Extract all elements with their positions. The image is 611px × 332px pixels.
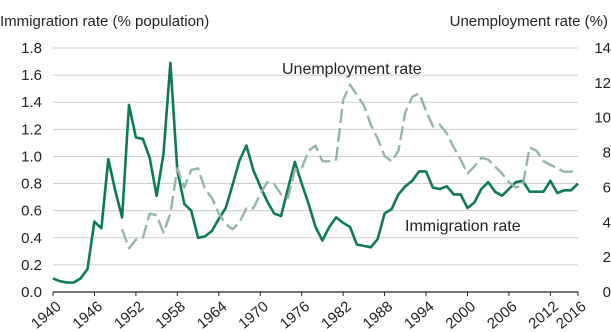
x-tick-label: 1976 xyxy=(277,298,313,332)
x-tick-label: 1952 xyxy=(111,298,147,332)
x-tick-label: 1982 xyxy=(318,298,354,332)
left-axis-ticks: 0.0 0.2 0.4 0.6 0.8 1.0 1.2 1.4 1.6 1.8 xyxy=(21,40,42,301)
left-tick-label: 1.2 xyxy=(21,121,42,138)
x-tick-label: 1946 xyxy=(70,298,106,332)
left-tick-label: 1.0 xyxy=(21,148,42,165)
unemployment-rate-annotation: Unemployment rate xyxy=(282,61,422,78)
x-axis-ticks: 1940 1946 1952 1958 1964 1970 1976 1982 1988 1994… xyxy=(28,292,590,332)
left-tick-label: 1.4 xyxy=(21,94,42,111)
left-tick-label: 1.8 xyxy=(21,40,42,57)
x-tick-label: 2006 xyxy=(484,298,520,332)
x-tick-label: 1970 xyxy=(235,298,271,332)
immigration-rate-line xyxy=(52,61,579,284)
x-tick-label: 1988 xyxy=(360,298,396,332)
right-tick-label: 0 xyxy=(603,284,611,301)
right-tick-label: 4 xyxy=(603,214,611,231)
right-tick-label: 14 xyxy=(594,40,611,57)
left-tick-label: 0.2 xyxy=(21,257,42,274)
left-tick-label: 0.6 xyxy=(21,203,42,220)
right-tick-label: 8 xyxy=(603,145,611,162)
left-tick-label: 1.6 xyxy=(21,67,42,84)
gridlines xyxy=(53,47,578,293)
left-tick-label: 0.0 xyxy=(21,284,42,301)
x-tick-label: 1964 xyxy=(194,298,230,332)
right-axis-ticks: 0 2 4 6 8 10 12 14 xyxy=(594,40,611,301)
immigration-rate-annotation: Immigration rate xyxy=(405,218,521,235)
left-tick-label: 0.8 xyxy=(21,176,42,193)
unemployment-rate-line xyxy=(120,83,579,250)
x-tick-label: 2012 xyxy=(525,298,561,332)
right-tick-label: 10 xyxy=(594,110,611,127)
x-tick-label: 1940 xyxy=(28,298,64,332)
x-tick-label: 1958 xyxy=(152,298,188,332)
right-tick-label: 2 xyxy=(603,249,611,266)
x-tick-label: 2016 xyxy=(553,298,589,332)
right-tick-label: 6 xyxy=(603,179,611,196)
right-axis-title: Unemployment rate (%) xyxy=(450,13,608,30)
x-tick-label: 1994 xyxy=(401,298,437,332)
left-tick-label: 0.4 xyxy=(21,230,42,247)
series-lines xyxy=(52,61,579,284)
left-axis-title: Immigration rate (% population) xyxy=(0,13,209,30)
right-tick-label: 12 xyxy=(594,75,611,92)
x-tick-label: 2000 xyxy=(443,298,479,332)
